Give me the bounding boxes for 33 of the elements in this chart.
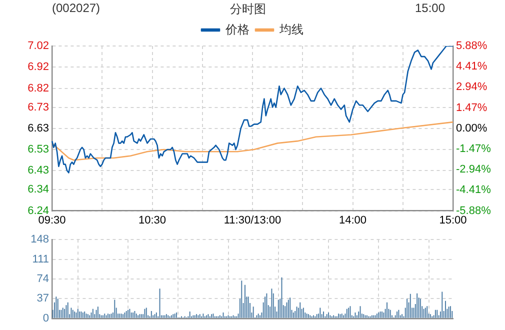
y-tick-label: 37 xyxy=(36,292,49,305)
y-tick-label: 6.34 xyxy=(28,184,49,196)
legend-label: 价格 xyxy=(224,22,250,36)
y-tick-label: 111 xyxy=(32,253,49,266)
y-tick-label: 7.02 xyxy=(28,40,49,52)
legend-label: 均线 xyxy=(278,22,304,36)
y2-tick-label: 1.47% xyxy=(456,102,488,114)
y2-tick-label: 4.41% xyxy=(456,60,488,73)
y-tick-label: 148 xyxy=(30,234,49,246)
x-tick-label: 09:30 xyxy=(38,214,66,226)
y-tick-label: 0 xyxy=(42,312,49,324)
x-tick-label: 15:00 xyxy=(439,214,467,226)
chart-title: 分时图 xyxy=(230,1,266,18)
y2-tick-label: 5.88% xyxy=(456,40,488,52)
y-tick-label: 6.73 xyxy=(28,101,49,114)
y-tick-label: 74 xyxy=(36,273,49,286)
y-tick-label: 6.24 xyxy=(28,204,49,217)
y-tick-label: 6.92 xyxy=(28,61,49,74)
x-tick-label: 10:30 xyxy=(138,214,166,226)
x-tick-label: 11:30/13:00 xyxy=(224,214,282,226)
text: 15:00 xyxy=(414,1,445,15)
y2-tick-label: -2.94% xyxy=(456,164,492,176)
y2-tick-label: 2.94% xyxy=(456,81,488,94)
y2-tick-label: -1.47% xyxy=(456,143,492,156)
y-tick-label: 6.63 xyxy=(28,122,49,134)
x-tick-label: 14:00 xyxy=(338,214,367,226)
y2-tick-label: -5.88% xyxy=(456,204,492,217)
y-tick-label: 6.82 xyxy=(28,82,49,94)
y-tick-label: 6.53 xyxy=(28,144,49,156)
y2-tick-label: 0.00% xyxy=(456,122,488,134)
chart-subtitle: (002027) xyxy=(52,1,100,15)
y2-tick-label: -4.41% xyxy=(456,184,492,196)
y-tick-label: 6.43 xyxy=(28,164,49,177)
